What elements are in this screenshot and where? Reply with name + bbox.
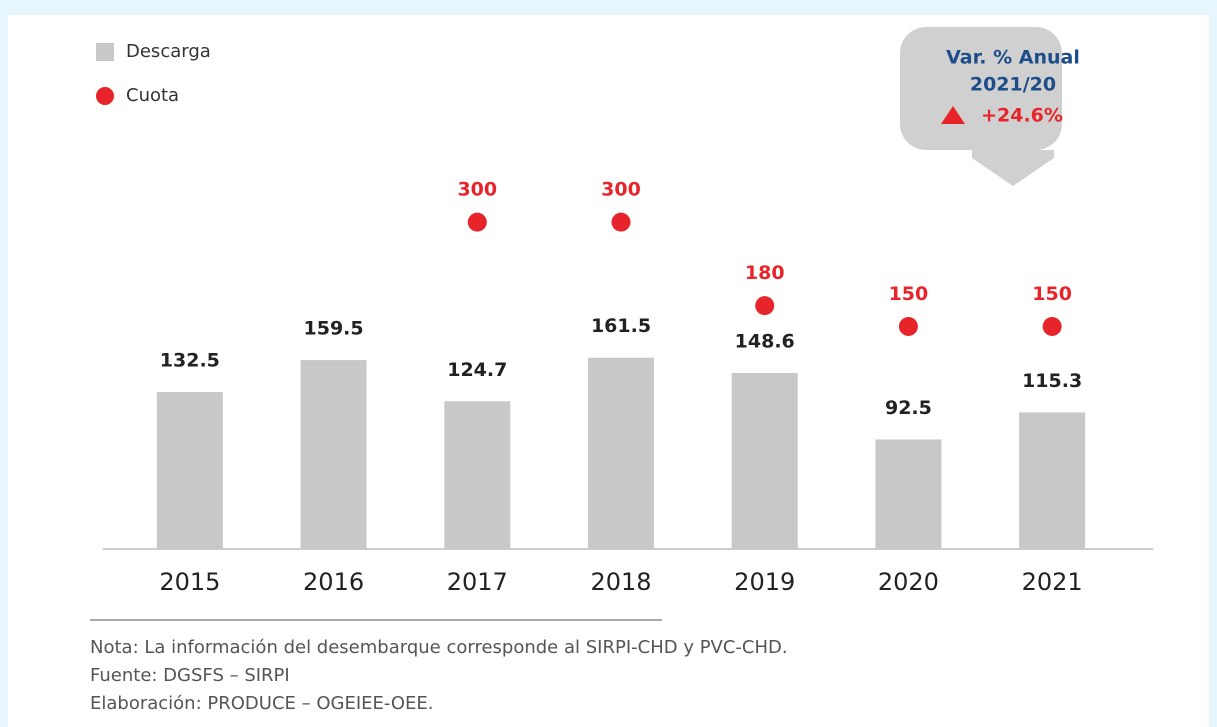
bar [156,392,223,549]
bar [588,357,654,549]
data-label: 300 [457,179,497,201]
data-label: 150 [1032,283,1072,305]
legend-label: Descarga [126,41,211,62]
x-tick-label: 2018 [590,568,651,596]
bar [300,360,367,549]
data-label: 148.6 [735,331,795,353]
callout: Var. % Anual 2021/20 +24.6% [900,27,1080,186]
data-label: 92.5 [885,397,932,419]
callout-change: +24.6% [981,105,1063,127]
dot [755,296,775,316]
data-label: 161.5 [591,315,651,337]
data-label: 115.3 [1022,370,1082,392]
x-tick-label: 2019 [734,568,795,596]
x-tick-label: 2020 [878,568,939,596]
legend-label: Cuota [126,85,179,106]
dot [898,316,918,336]
callout-box [900,27,1062,150]
callout-title: Var. % Anual [946,47,1080,69]
callout-period: 2021/20 [970,74,1056,96]
data-label: 180 [745,262,785,284]
note: Fuente: DGSFS – SIRPI [90,665,290,686]
bar [731,373,798,549]
data-label: 300 [601,179,641,201]
note: Nota: La información del desembarque cor… [90,637,788,658]
up-arrow [941,106,965,124]
x-tick-label: 2016 [303,568,364,596]
data-label: 150 [889,283,929,305]
x-tick-label: 2017 [447,568,508,596]
dot [1042,316,1062,336]
bar [1019,412,1086,549]
dot [467,212,487,232]
data-label: 159.5 [304,318,364,340]
legend-swatch [96,43,114,61]
callout-arrow [972,150,1054,186]
bar [444,401,511,549]
x-tick-label: 2021 [1022,568,1083,596]
legend-swatch [96,87,114,105]
dot [611,212,631,232]
x-tick-label: 2015 [159,568,220,596]
data-label: 132.5 [160,350,220,372]
bar [875,439,942,549]
data-label: 124.7 [447,359,507,381]
note: Elaboración: PRODUCE – OGEIEE-OEE. [90,693,434,714]
